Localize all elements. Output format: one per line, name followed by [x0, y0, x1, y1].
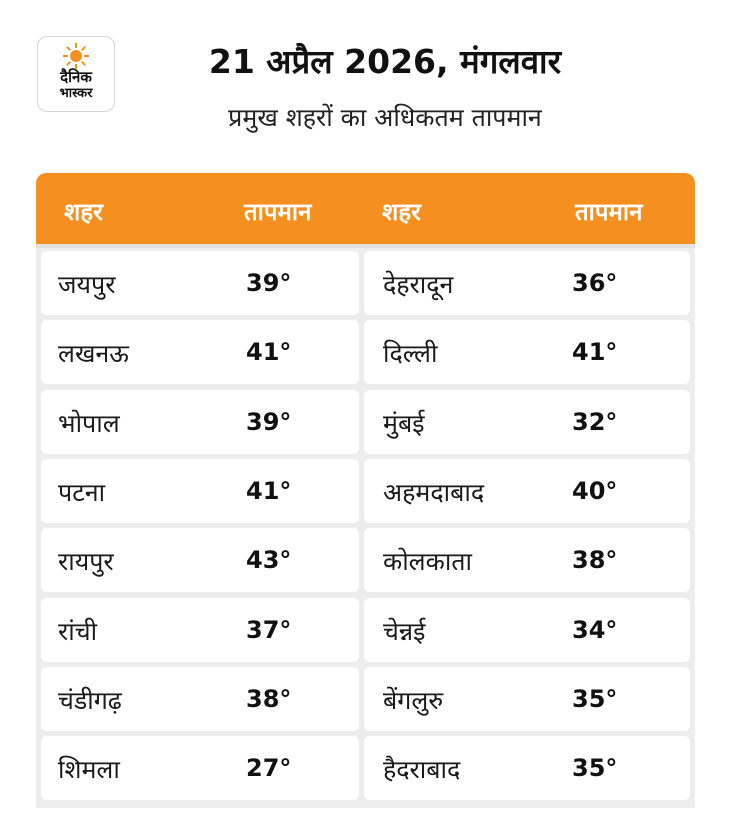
- city-name: जयपुर: [58, 270, 116, 299]
- page-title: 21 अप्रैल 2026, मंगलवार: [208, 42, 562, 81]
- row-left-cell: शिमला 27°: [41, 736, 359, 801]
- city-name: हैदराबाद: [383, 755, 461, 785]
- city-temperature: 35°: [572, 684, 618, 713]
- city-name: रांची: [58, 616, 98, 646]
- row-left-cell: लखनऊ 41°: [41, 320, 359, 385]
- city-name: शिमला: [58, 755, 120, 785]
- logo-text-line1: दैनिक: [60, 68, 92, 86]
- row-right-cell: हैदराबाद 35°: [364, 736, 690, 801]
- table-row: पटना 41° अहमदाबाद 40°: [36, 458, 695, 523]
- city-temperature: 40°: [572, 476, 618, 505]
- city-name: चंडीगढ़: [58, 685, 122, 715]
- city-name: चेन्नई: [383, 616, 426, 646]
- city-name: दिल्ली: [383, 339, 438, 369]
- city-temperature: 32°: [572, 407, 618, 436]
- dainik-bhaskar-logo: दैनिक भास्कर: [37, 36, 115, 112]
- sun-icon: [63, 43, 89, 69]
- city-name: कोलकाता: [383, 547, 473, 577]
- table-row: रांची 37° चेन्नई 34°: [36, 597, 695, 662]
- table-row: भोपाल 39° मुंबई 32°: [36, 389, 695, 454]
- row-right-cell: बेंगलुरु 35°: [364, 666, 690, 731]
- page-subtitle: प्रमुख शहरों का अधिकतम तापमान: [228, 103, 542, 132]
- header-city-2: शहर: [382, 198, 421, 226]
- row-left-cell: जयपुर 39°: [41, 251, 359, 315]
- row-left-cell: पटना 41°: [41, 458, 359, 523]
- logo-text-line2: भास्कर: [59, 86, 93, 101]
- city-name: पटना: [58, 477, 106, 507]
- table-header: शहर तापमान शहर तापमान: [36, 173, 695, 244]
- city-temperature: 41°: [246, 476, 292, 505]
- table-row: जयपुर 39° देहरादून 36°: [36, 251, 695, 315]
- city-name: रायपुर: [58, 547, 114, 577]
- city-temperature: 35°: [572, 754, 618, 783]
- city-temperature: 39°: [246, 407, 292, 436]
- row-right-cell: चेन्नई 34°: [364, 597, 690, 662]
- row-left-cell: रायपुर 43°: [41, 528, 359, 593]
- row-right-cell: कोलकाता 38°: [364, 528, 690, 593]
- table-row: लखनऊ 41° दिल्ली 41°: [36, 320, 695, 385]
- row-left-cell: रांची 37°: [41, 597, 359, 662]
- city-name: लखनऊ: [58, 339, 129, 369]
- city-temperature: 41°: [246, 338, 292, 367]
- row-right-cell: दिल्ली 41°: [364, 320, 690, 385]
- city-temperature: 37°: [246, 615, 292, 644]
- header-temp-1: तापमान: [244, 198, 312, 226]
- city-temperature: 27°: [246, 754, 292, 783]
- header-city-1: शहर: [64, 198, 103, 226]
- row-left-cell: भोपाल 39°: [41, 389, 359, 454]
- table-row: रायपुर 43° कोलकाता 38°: [36, 528, 695, 593]
- city-temperature: 36°: [572, 269, 618, 297]
- city-name: देहरादून: [383, 270, 454, 299]
- city-temperature: 43°: [246, 546, 292, 575]
- city-name: बेंगलुरु: [383, 685, 444, 715]
- table-row: शिमला 27° हैदराबाद 35°: [36, 736, 695, 801]
- city-temperature: 34°: [572, 615, 618, 644]
- city-temperature: 41°: [572, 338, 618, 367]
- row-left-cell: चंडीगढ़ 38°: [41, 666, 359, 731]
- header-temp-2: तापमान: [575, 198, 643, 226]
- city-temperature: 38°: [572, 546, 618, 575]
- table-row: चंडीगढ़ 38° बेंगलुरु 35°: [36, 666, 695, 731]
- row-right-cell: मुंबई 32°: [364, 389, 690, 454]
- city-temperature: 38°: [246, 684, 292, 713]
- city-name: अहमदाबाद: [383, 477, 485, 507]
- temperature-table: शहर तापमान शहर तापमान जयपुर 39° देहरादून 36…: [36, 173, 695, 808]
- city-name: भोपाल: [58, 408, 120, 438]
- city-temperature: 39°: [246, 269, 292, 297]
- city-name: मुंबई: [383, 408, 425, 438]
- row-right-cell: अहमदाबाद 40°: [364, 458, 690, 523]
- row-right-cell: देहरादून 36°: [364, 251, 690, 315]
